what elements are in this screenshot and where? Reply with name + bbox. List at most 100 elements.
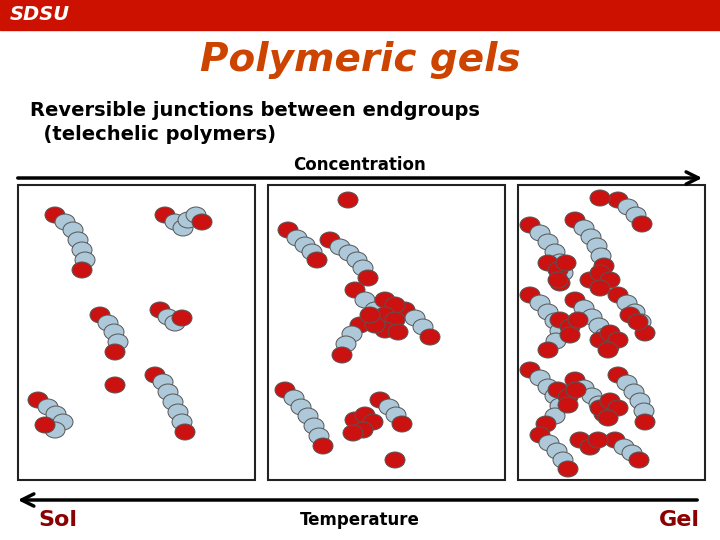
Ellipse shape bbox=[565, 292, 585, 308]
Ellipse shape bbox=[548, 262, 568, 278]
Ellipse shape bbox=[72, 262, 92, 278]
Ellipse shape bbox=[295, 237, 315, 253]
Ellipse shape bbox=[345, 282, 365, 298]
Ellipse shape bbox=[72, 242, 92, 258]
Ellipse shape bbox=[553, 452, 573, 468]
Ellipse shape bbox=[626, 207, 646, 223]
Ellipse shape bbox=[392, 416, 412, 432]
Ellipse shape bbox=[620, 307, 640, 323]
Ellipse shape bbox=[309, 428, 329, 444]
Ellipse shape bbox=[304, 418, 324, 434]
Ellipse shape bbox=[395, 302, 415, 318]
Ellipse shape bbox=[287, 230, 307, 246]
Ellipse shape bbox=[598, 410, 618, 426]
Ellipse shape bbox=[105, 377, 125, 393]
Ellipse shape bbox=[375, 307, 395, 323]
Ellipse shape bbox=[600, 325, 620, 341]
Ellipse shape bbox=[547, 443, 567, 459]
Ellipse shape bbox=[165, 214, 185, 230]
Ellipse shape bbox=[608, 400, 628, 416]
Ellipse shape bbox=[556, 255, 576, 271]
Ellipse shape bbox=[345, 412, 365, 428]
Ellipse shape bbox=[379, 399, 399, 415]
Ellipse shape bbox=[581, 229, 601, 245]
Ellipse shape bbox=[538, 342, 558, 358]
Bar bbox=[0, 0, 720, 30]
Text: Reversible junctions between endgroups: Reversible junctions between endgroups bbox=[30, 100, 480, 119]
Ellipse shape bbox=[358, 270, 378, 286]
Ellipse shape bbox=[291, 399, 311, 415]
Ellipse shape bbox=[538, 255, 558, 271]
Ellipse shape bbox=[630, 393, 650, 409]
Ellipse shape bbox=[530, 225, 550, 241]
Ellipse shape bbox=[595, 328, 615, 344]
Ellipse shape bbox=[35, 417, 55, 433]
Ellipse shape bbox=[385, 452, 405, 468]
Ellipse shape bbox=[55, 214, 75, 230]
Ellipse shape bbox=[375, 322, 395, 338]
Ellipse shape bbox=[155, 207, 175, 223]
Ellipse shape bbox=[275, 382, 295, 398]
Ellipse shape bbox=[284, 390, 304, 406]
Ellipse shape bbox=[75, 252, 95, 268]
Ellipse shape bbox=[608, 332, 628, 348]
Ellipse shape bbox=[629, 452, 649, 468]
Ellipse shape bbox=[38, 399, 58, 415]
Ellipse shape bbox=[420, 329, 440, 345]
Ellipse shape bbox=[386, 407, 406, 423]
Ellipse shape bbox=[168, 404, 188, 420]
Ellipse shape bbox=[355, 407, 375, 423]
Ellipse shape bbox=[278, 222, 298, 238]
Ellipse shape bbox=[413, 319, 433, 335]
Ellipse shape bbox=[192, 214, 212, 230]
Ellipse shape bbox=[608, 367, 628, 383]
Ellipse shape bbox=[363, 414, 383, 430]
Ellipse shape bbox=[520, 362, 540, 378]
Ellipse shape bbox=[570, 432, 590, 448]
Bar bbox=[518, 185, 705, 480]
Ellipse shape bbox=[530, 370, 550, 386]
Ellipse shape bbox=[353, 422, 373, 438]
Ellipse shape bbox=[158, 309, 178, 325]
Text: (telechelic polymers): (telechelic polymers) bbox=[30, 125, 276, 145]
Ellipse shape bbox=[635, 414, 655, 430]
Ellipse shape bbox=[582, 309, 602, 325]
Ellipse shape bbox=[568, 312, 588, 328]
Ellipse shape bbox=[617, 375, 637, 391]
Ellipse shape bbox=[594, 406, 614, 422]
Ellipse shape bbox=[336, 336, 356, 352]
Ellipse shape bbox=[365, 302, 385, 318]
Ellipse shape bbox=[589, 318, 609, 334]
Ellipse shape bbox=[553, 265, 573, 281]
Ellipse shape bbox=[520, 287, 540, 303]
Ellipse shape bbox=[591, 248, 611, 264]
Ellipse shape bbox=[550, 254, 570, 270]
Ellipse shape bbox=[550, 398, 570, 414]
Ellipse shape bbox=[45, 422, 65, 438]
Ellipse shape bbox=[145, 367, 165, 383]
Ellipse shape bbox=[405, 310, 425, 326]
Ellipse shape bbox=[582, 388, 602, 404]
Ellipse shape bbox=[53, 414, 73, 430]
Text: Temperature: Temperature bbox=[300, 511, 420, 529]
Ellipse shape bbox=[186, 207, 206, 223]
Ellipse shape bbox=[587, 238, 607, 254]
Ellipse shape bbox=[550, 323, 570, 339]
Ellipse shape bbox=[172, 414, 192, 430]
Ellipse shape bbox=[338, 192, 358, 208]
Text: SDSU: SDSU bbox=[10, 5, 70, 24]
Ellipse shape bbox=[105, 344, 125, 360]
Ellipse shape bbox=[574, 380, 594, 396]
Ellipse shape bbox=[565, 212, 585, 228]
Ellipse shape bbox=[632, 216, 652, 232]
Ellipse shape bbox=[558, 461, 578, 477]
Ellipse shape bbox=[385, 312, 405, 328]
Text: Concentration: Concentration bbox=[294, 156, 426, 174]
Ellipse shape bbox=[574, 220, 594, 236]
Ellipse shape bbox=[538, 304, 558, 320]
Ellipse shape bbox=[360, 307, 380, 323]
Ellipse shape bbox=[546, 333, 566, 349]
Ellipse shape bbox=[558, 389, 578, 405]
Ellipse shape bbox=[375, 292, 395, 308]
Ellipse shape bbox=[350, 317, 370, 333]
